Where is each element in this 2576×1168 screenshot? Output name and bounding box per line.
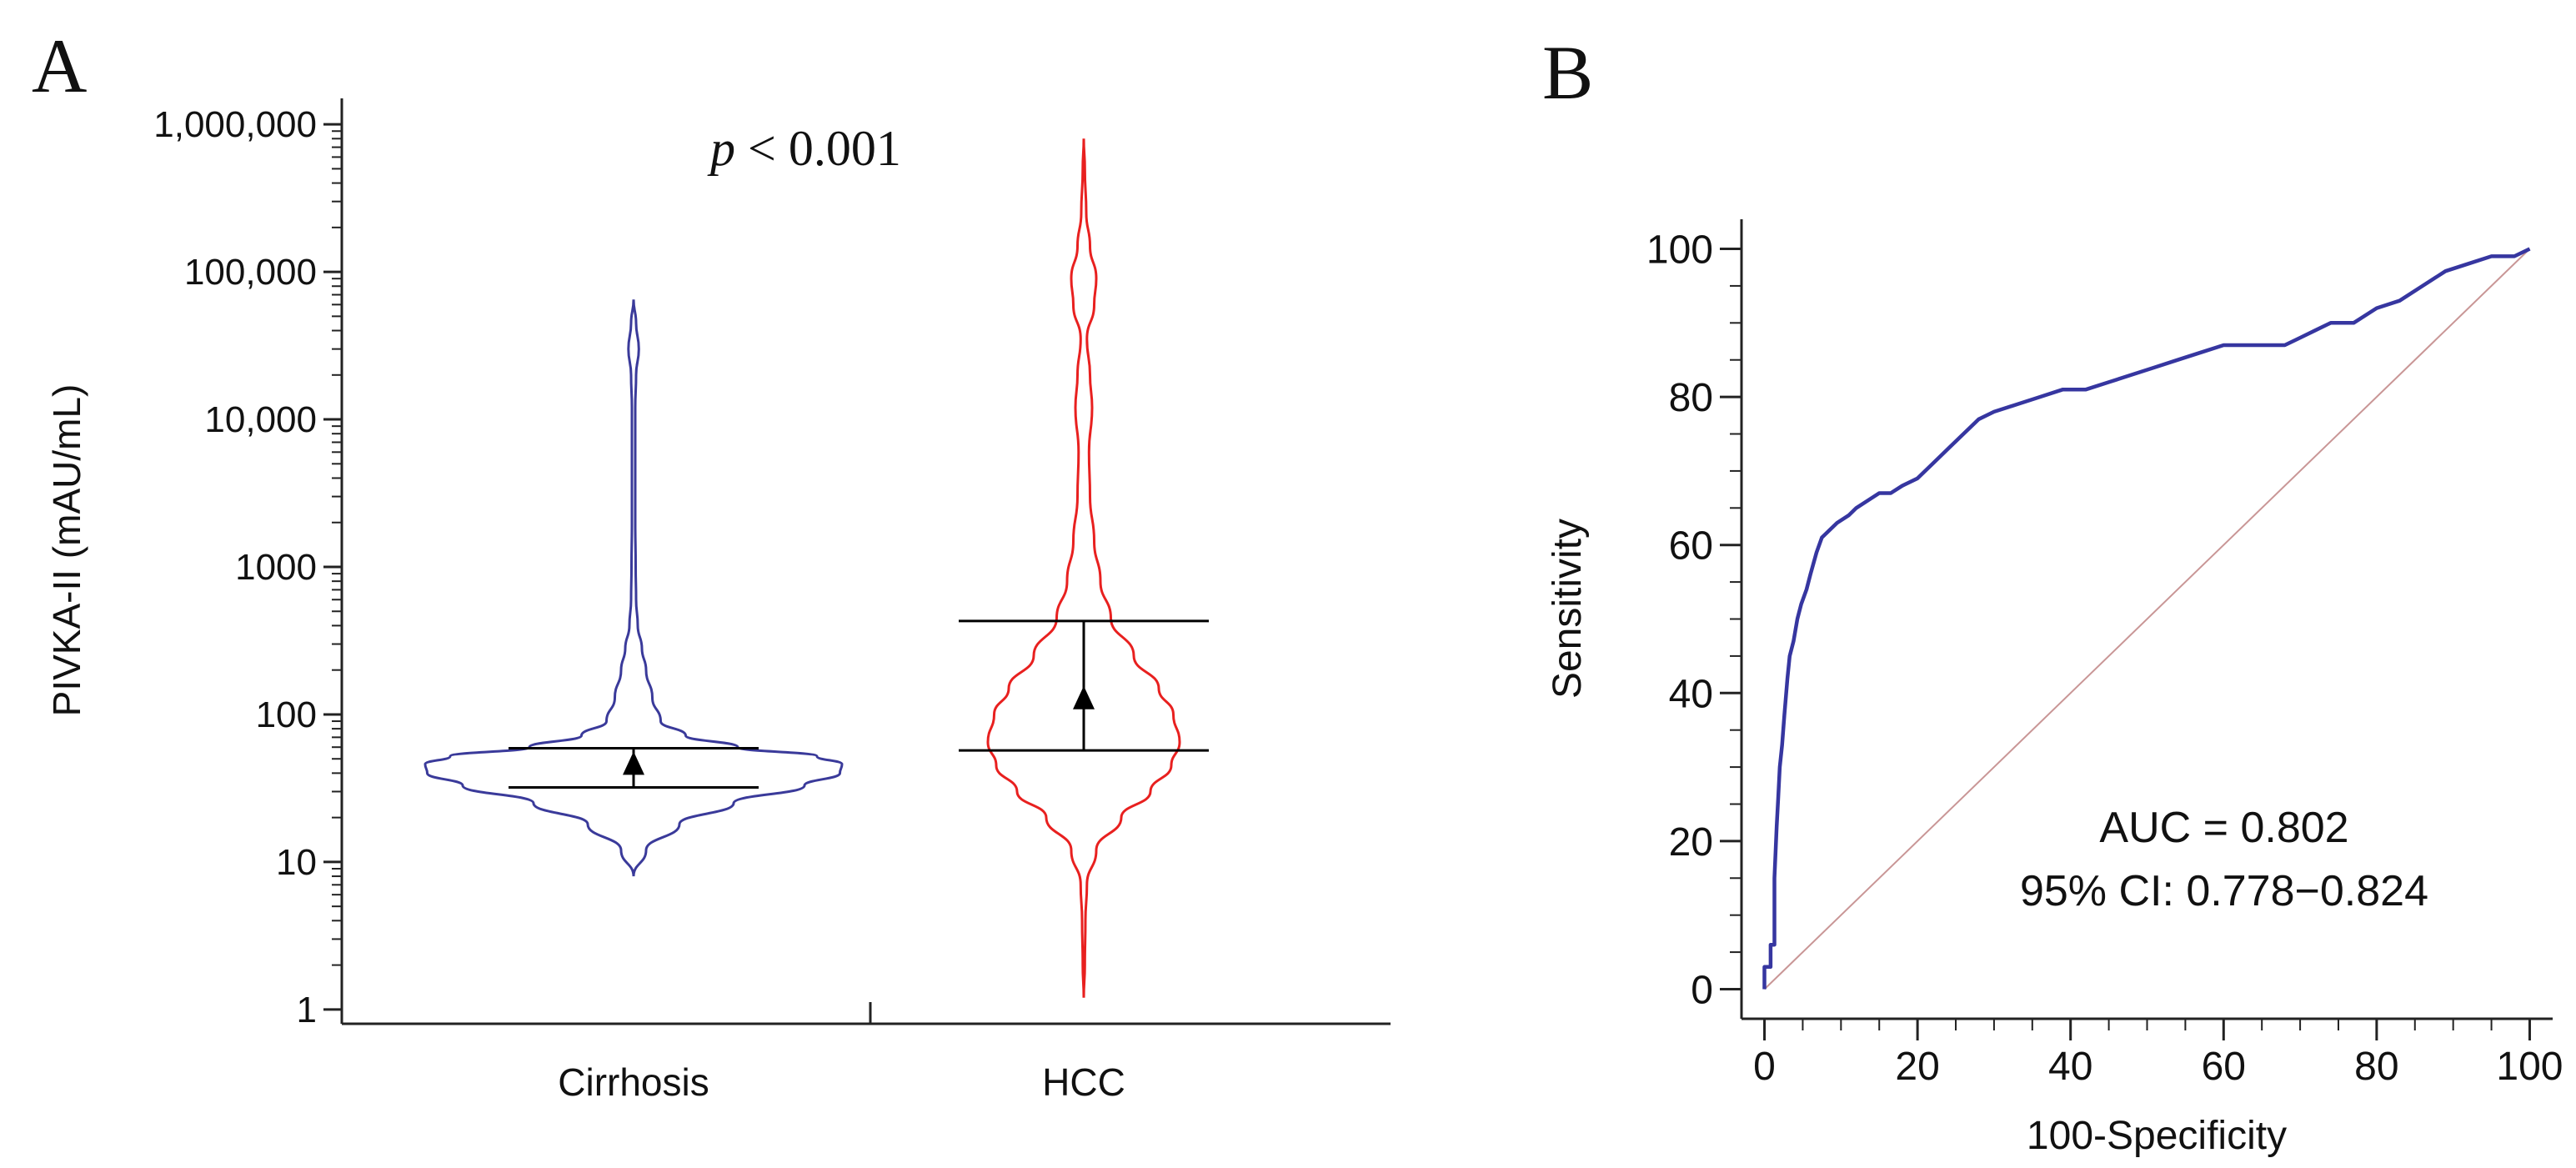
p-value-annotation: p < 0.001 bbox=[707, 121, 901, 176]
auc-annotation: AUC = 0.802 bbox=[2099, 804, 2348, 852]
panel-a-axes bbox=[340, 98, 1391, 1025]
panel-a-label: A bbox=[32, 23, 87, 108]
panel-a-x-ticks: Cirrhosis HCC bbox=[558, 1060, 1125, 1104]
x-tick-label: 20 bbox=[1895, 1045, 1939, 1089]
x-tick-label: Cirrhosis bbox=[558, 1060, 709, 1104]
panel-b-label: B bbox=[1542, 30, 1593, 115]
x-tick-label: 100 bbox=[2496, 1045, 2563, 1089]
x-tick-label: 40 bbox=[2048, 1045, 2092, 1089]
median-marker-hcc bbox=[1073, 685, 1095, 709]
x-tick-label: 0 bbox=[1753, 1045, 1776, 1089]
panel-b-roc-chart: B Sensitivity 100-Specificity 0 20 40 60 80 1… bbox=[1542, 30, 2563, 1158]
panel-b-x-axis-label: 100-Specificity bbox=[2027, 1114, 2287, 1158]
y-tick-label: 1000 bbox=[235, 547, 317, 588]
panel-a-violin-chart: A p < 0.001 PIVKA-II (mAU/mL) 1 10 100 1000… bbox=[32, 23, 1391, 1104]
y-tick-label: 100 bbox=[256, 694, 317, 735]
median-marker-cirrhosis bbox=[623, 751, 644, 775]
panel-a-violins bbox=[423, 137, 1209, 998]
y-tick-label: 60 bbox=[1669, 524, 1713, 569]
y-tick-label: 10 bbox=[276, 842, 317, 883]
panel-a-y-axis-label: PIVKA-II (mAU/mL) bbox=[45, 384, 88, 717]
violin-hcc bbox=[986, 137, 1181, 998]
ci-annotation: 95% CI: 0.778−0.824 bbox=[2020, 867, 2428, 915]
panel-b-y-ticks: 0 20 40 60 80 100 bbox=[1646, 228, 1742, 1012]
y-tick-label: 0 bbox=[1691, 968, 1713, 1012]
panel-a-y-ticks: 1 10 100 1000 10,000 100,000 1,000,000 bbox=[153, 104, 342, 1030]
panel-b-lines bbox=[1762, 247, 2531, 990]
y-tick-label: 1,000,000 bbox=[153, 104, 317, 145]
p-value-italic: p bbox=[707, 121, 735, 176]
x-tick-label: HCC bbox=[1042, 1060, 1125, 1104]
panel-b-x-ticks: 0 20 40 60 80 100 bbox=[1753, 1019, 2563, 1089]
y-tick-label: 80 bbox=[1669, 376, 1713, 420]
p-value-rest: < 0.001 bbox=[735, 121, 901, 176]
y-tick-label: 20 bbox=[1669, 820, 1713, 865]
x-tick-label: 60 bbox=[2202, 1045, 2246, 1089]
y-tick-label: 1 bbox=[297, 990, 317, 1030]
roc-curve-line bbox=[1762, 247, 2531, 990]
panel-b-y-axis-label: Sensitivity bbox=[1546, 519, 1590, 699]
y-tick-label: 100,000 bbox=[184, 252, 317, 293]
y-tick-label: 100 bbox=[1646, 228, 1713, 273]
y-tick-label: 40 bbox=[1669, 672, 1713, 716]
reference-diagonal-line bbox=[1763, 248, 2531, 990]
violin-cirrhosis bbox=[423, 298, 844, 877]
y-tick-label: 10,000 bbox=[204, 399, 317, 440]
x-tick-label: 80 bbox=[2354, 1045, 2398, 1089]
